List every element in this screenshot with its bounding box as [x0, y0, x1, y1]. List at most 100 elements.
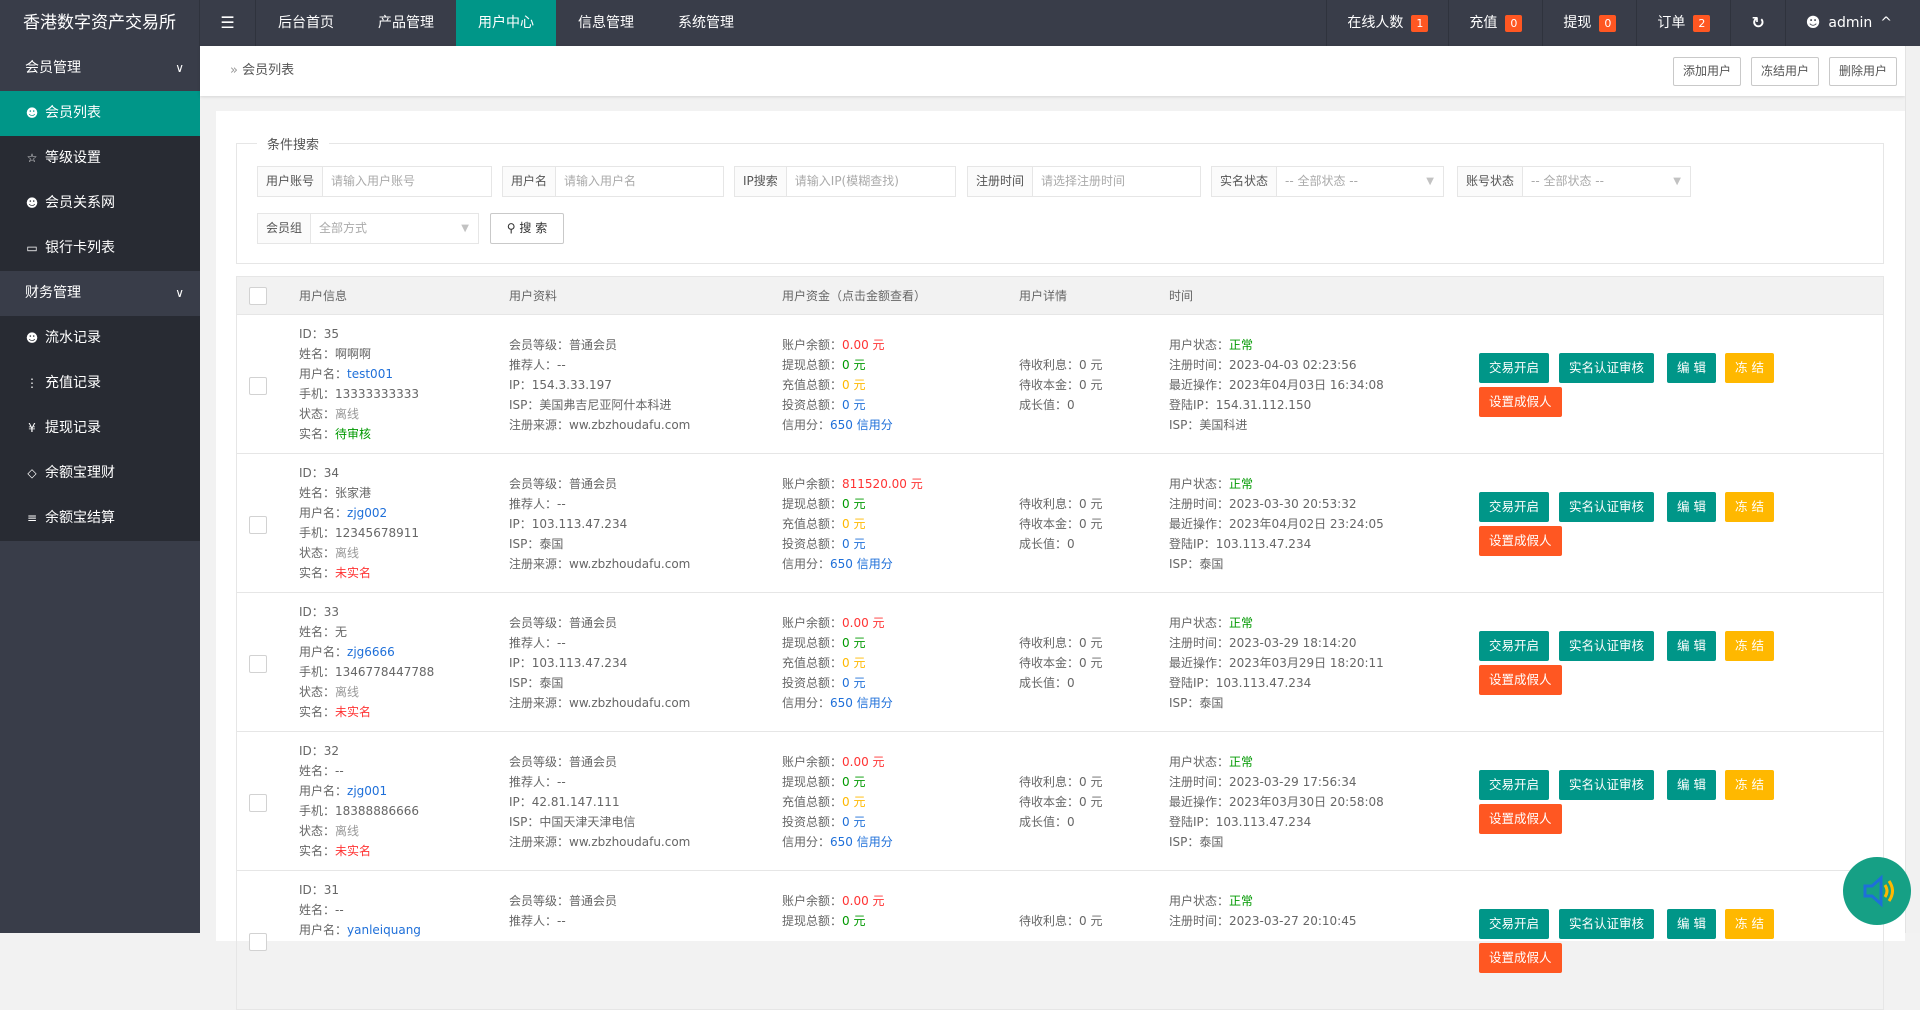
sidebar-group[interactable]: 会员管理 ∨: [0, 46, 200, 91]
search-field[interactable]: 用户名 请输入用户名: [502, 166, 724, 197]
field-growth: 成长值：0: [1019, 673, 1102, 693]
verify-realname-button[interactable]: 实名认证审核: [1559, 631, 1655, 661]
search-button[interactable]: ⚲ 搜 索: [490, 213, 564, 244]
sidebar-item-label: 会员列表: [45, 105, 101, 121]
field-balance[interactable]: 账户余额：0.00 元: [782, 752, 893, 772]
field-username[interactable]: 用户名：test001: [299, 364, 419, 384]
field-label: 注册来源：: [509, 696, 570, 710]
search-input[interactable]: 请输入IP(模糊查找): [787, 167, 955, 196]
sidebar-group-label: 财务管理: [25, 285, 81, 301]
field-username[interactable]: 用户名：zjg001: [299, 781, 419, 801]
sidebar-item[interactable]: ◇ 余额宝理财: [0, 451, 200, 496]
search-input[interactable]: 请输入用户账号: [323, 167, 491, 196]
field-balance[interactable]: 账户余额：0.00 元: [782, 335, 893, 355]
trade-enable-button[interactable]: 交易开启: [1479, 492, 1550, 522]
row-checkbox[interactable]: [249, 655, 267, 673]
sidebar-item[interactable]: ☆ 等级设置: [0, 136, 200, 181]
field-label: 注册时间：: [1169, 636, 1230, 650]
order-notice[interactable]: 订单 2: [1636, 0, 1730, 46]
field-growth: 成长值：0: [1019, 812, 1102, 832]
field-username[interactable]: 用户名：zjg002: [299, 503, 419, 523]
edit-button[interactable]: 编 辑: [1667, 631, 1716, 661]
search-select[interactable]: 全部方式 ▼: [311, 214, 478, 243]
freeze-user-button[interactable]: 冻结用户: [1750, 57, 1819, 86]
nav-item[interactable]: 产品管理: [378, 15, 434, 31]
freeze-button[interactable]: 冻 结: [1725, 492, 1774, 522]
field-balance[interactable]: 账户余额：0.00 元: [782, 891, 885, 911]
field-label: 姓名：: [299, 903, 336, 917]
nav-item[interactable]: 信息管理: [578, 15, 634, 31]
nav-item[interactable]: 系统管理: [678, 15, 734, 31]
trade-enable-button[interactable]: 交易开启: [1479, 353, 1550, 383]
recharge-badge: 0: [1505, 14, 1523, 32]
verify-realname-button[interactable]: 实名认证审核: [1559, 770, 1655, 800]
trade-enable-button[interactable]: 交易开启: [1479, 909, 1550, 939]
trade-enable-button[interactable]: 交易开启: [1479, 631, 1550, 661]
order-badge: 2: [1693, 14, 1711, 32]
freeze-button[interactable]: 冻 结: [1725, 631, 1774, 661]
edit-button[interactable]: 编 辑: [1667, 909, 1716, 939]
select-all-checkbox[interactable]: [249, 287, 267, 305]
set-fake-user-button[interactable]: 设置成假人: [1479, 526, 1562, 556]
nav-item[interactable]: 后台首页: [278, 15, 334, 31]
search-field[interactable]: 会员组 全部方式 ▼: [257, 213, 479, 244]
sidebar-item[interactable]: ☻ 会员列表: [0, 91, 200, 136]
sidebar-item[interactable]: ≡ 余额宝结算: [0, 496, 200, 541]
search-select[interactable]: -- 全部状态 -- ▼: [1277, 167, 1443, 196]
scrollbar[interactable]: [1905, 46, 1920, 933]
user-menu[interactable]: ☻ admin ^: [1784, 0, 1920, 46]
nav-item[interactable]: 用户中心: [456, 0, 556, 46]
set-fake-user-button[interactable]: 设置成假人: [1479, 387, 1562, 417]
sidebar-group[interactable]: 财务管理 ∨: [0, 271, 200, 316]
row-checkbox[interactable]: [249, 516, 267, 534]
set-fake-user-button[interactable]: 设置成假人: [1479, 943, 1562, 973]
search-field[interactable]: 注册时间 请选择注册时间: [967, 166, 1201, 197]
field-username[interactable]: 用户名：yanleiquang: [299, 920, 421, 940]
edit-button[interactable]: 编 辑: [1667, 770, 1716, 800]
sidebar-item[interactable]: ⋮ 充值记录: [0, 361, 200, 406]
field-balance[interactable]: 账户余额：0.00 元: [782, 613, 893, 633]
verify-realname-button[interactable]: 实名认证审核: [1559, 353, 1655, 383]
search-input[interactable]: 请输入用户名: [556, 167, 723, 196]
trade-enable-button[interactable]: 交易开启: [1479, 770, 1550, 800]
set-fake-user-button[interactable]: 设置成假人: [1479, 665, 1562, 695]
verify-realname-button[interactable]: 实名认证审核: [1559, 492, 1655, 522]
field-balance[interactable]: 账户余额：811520.00 元: [782, 474, 923, 494]
menu-fold-icon[interactable]: ☰: [200, 0, 256, 46]
field-value: 正常: [1229, 616, 1254, 630]
field-principal: 待收本金：0 元: [1019, 792, 1102, 812]
freeze-button[interactable]: 冻 结: [1725, 770, 1774, 800]
search-field[interactable]: 实名状态 -- 全部状态 -- ▼: [1211, 166, 1444, 197]
online-users[interactable]: 在线人数 1: [1326, 0, 1448, 46]
freeze-button[interactable]: 冻 结: [1725, 353, 1774, 383]
row-checkbox[interactable]: [249, 794, 267, 812]
search-field[interactable]: 用户账号 请输入用户账号: [257, 166, 492, 197]
search-input[interactable]: 请选择注册时间: [1033, 167, 1200, 196]
sidebar-item[interactable]: ☻ 会员关系网: [0, 181, 200, 226]
add-user-button[interactable]: 添加用户: [1672, 57, 1741, 86]
field-value: yanleiquang: [347, 923, 421, 937]
search-select[interactable]: -- 全部状态 -- ▼: [1523, 167, 1690, 196]
field-username[interactable]: 用户名：zjg6666: [299, 642, 434, 662]
verify-realname-button[interactable]: 实名认证审核: [1559, 909, 1655, 939]
sidebar: 会员管理 ∨ ☻ 会员列表 ☆ 等级设置 ☻ 会员关系网 ▭ 银行卡列表 财务管理 ∨ ☻ 流水记录 ⋮ 充值…: [0, 46, 200, 933]
sidebar-item[interactable]: ☻ 流水记录: [0, 316, 200, 361]
search-field[interactable]: 账号状态 -- 全部状态 -- ▼: [1457, 166, 1691, 197]
freeze-button[interactable]: 冻 结: [1725, 909, 1774, 939]
edit-button[interactable]: 编 辑: [1667, 353, 1716, 383]
sidebar-item[interactable]: ¥ 提现记录: [0, 406, 200, 451]
refresh-icon[interactable]: ↻: [1730, 0, 1784, 46]
edit-button[interactable]: 编 辑: [1667, 492, 1716, 522]
field-label: ID：: [299, 327, 324, 341]
field-label: ISP：: [1169, 418, 1200, 432]
set-fake-user-button[interactable]: 设置成假人: [1479, 804, 1562, 834]
field-withdraw: 提现总额：0 元: [782, 494, 923, 514]
search-field[interactable]: IP搜索 请输入IP(模糊查找): [734, 166, 956, 197]
row-checkbox[interactable]: [249, 933, 267, 951]
recharge-notice[interactable]: 充值 0: [1448, 0, 1542, 46]
speaker-button[interactable]: [1843, 857, 1911, 925]
row-checkbox[interactable]: [249, 377, 267, 395]
withdraw-notice[interactable]: 提现 0: [1542, 0, 1636, 46]
delete-user-button[interactable]: 删除用户: [1828, 57, 1897, 86]
sidebar-item[interactable]: ▭ 银行卡列表: [0, 226, 200, 271]
